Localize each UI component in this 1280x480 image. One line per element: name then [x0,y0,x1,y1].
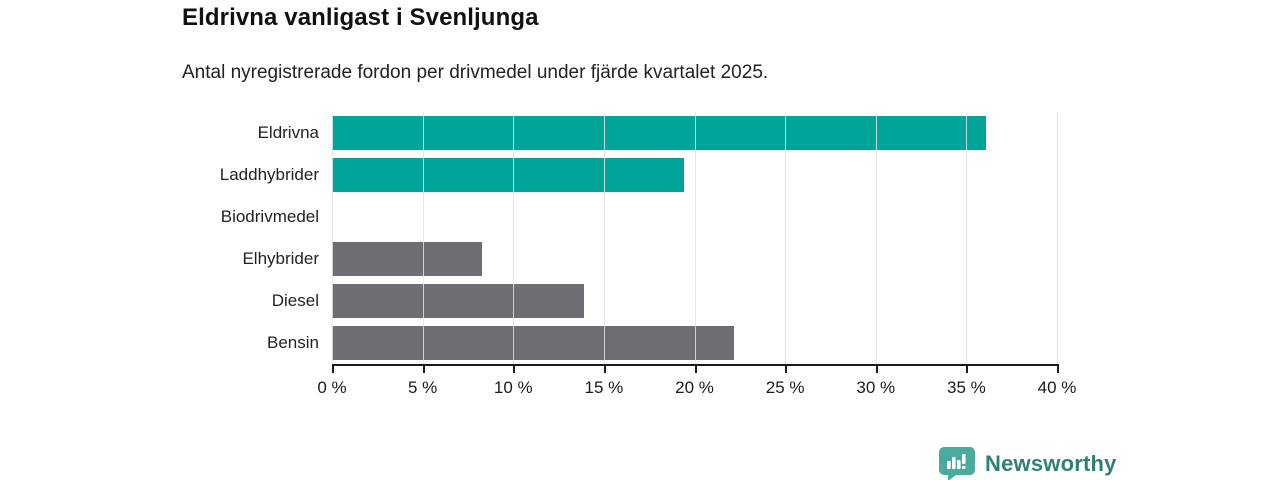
category-label-elhybrider: Elhybrider [242,249,319,268]
category-label-bensin: Bensin [267,333,319,352]
tick-label-25: 25 % [765,378,805,397]
newsworthy-logo[interactable]: Newsworthy [938,446,1117,480]
tick-mark-30 [875,366,878,373]
gridline-25 [785,112,787,364]
category-label-laddhybrider: Laddhybrider [219,165,319,184]
plot-area: 0 % 5 % 10 % 15 % 20 % 25 % 30 % 35 % 40 % [317,112,1076,397]
brand-name: Newsworthy [985,450,1117,476]
category-axis: Eldrivna Laddhybrider Biodrivmedel Elhybrid… [0,112,319,364]
bar-chart-badge-icon [939,447,975,480]
tick-mark-0 [332,366,334,373]
chart-title: Eldrivna vanligast i Svenljunga [182,4,539,31]
gridline-35 [966,112,968,364]
tick-mark-40 [1057,366,1059,373]
chart-subtitle: Antal nyregistrerade fordon per drivmede… [182,62,769,83]
tick-label-10: 10 % [493,378,533,397]
gridline-30 [875,112,877,364]
tick-mark-10 [513,366,516,373]
tick-label-15: 15 % [584,378,624,397]
tick-mark-25 [785,366,788,373]
bar-elhybrider [332,242,483,276]
category-label-diesel: Diesel [271,291,319,310]
category-label-biodrivmedel: Biodrivmedel [220,207,319,226]
bar-eldrivna [332,116,987,150]
x-axis-line [332,364,1059,366]
gridline-20 [694,112,696,364]
gridline-15 [603,112,605,364]
tick-label-5: 5 % [407,378,438,397]
tick-label-30: 30 % [856,378,896,397]
gridline-5 [422,112,424,364]
bar-laddhybrider [332,158,684,192]
tick-label-0: 0 % [317,378,347,397]
tick-mark-35 [966,366,969,373]
gridline-10 [513,112,515,364]
tick-label-40: 40 % [1037,378,1077,397]
bar-bensin [332,326,735,360]
tick-mark-20 [694,366,697,373]
gridline-0 [332,112,333,364]
category-label-eldrivna: Eldrivna [257,123,319,142]
tick-label-35: 35 % [947,378,986,397]
tick-mark-15 [603,366,606,373]
gridline-40 [1057,112,1058,364]
tick-label-20: 20 % [675,378,714,397]
bar-diesel [332,284,584,318]
tick-mark-5 [422,366,425,373]
